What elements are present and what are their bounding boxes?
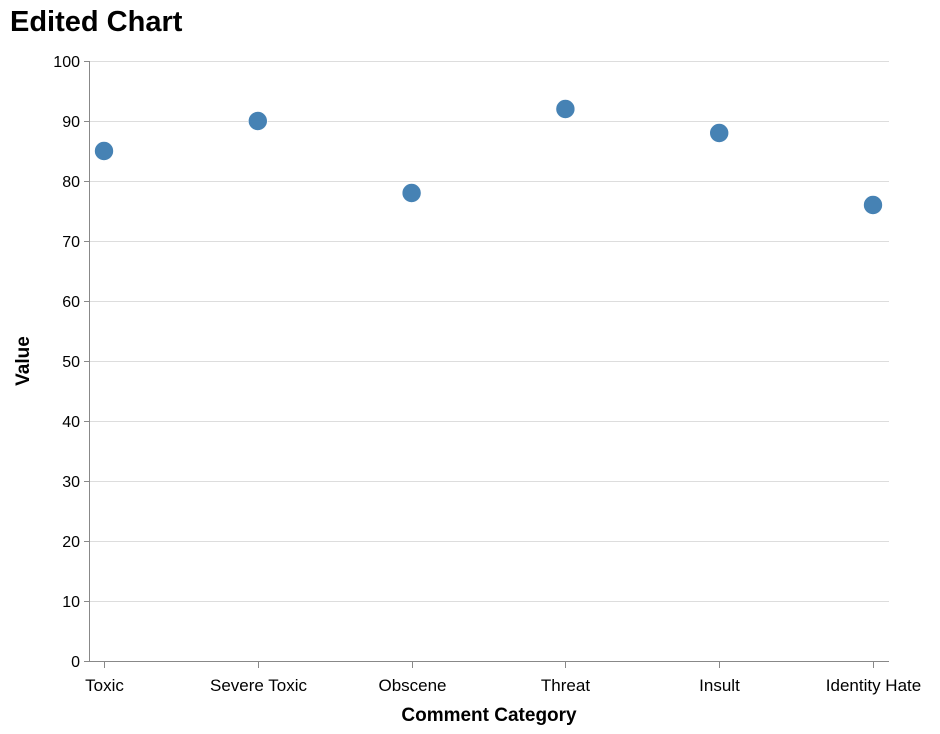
y-tick-label-60: 60	[62, 294, 80, 311]
y-tick-label-10: 10	[62, 594, 80, 611]
y-tick-label-70: 70	[62, 234, 80, 251]
data-point-insult	[709, 123, 730, 143]
data-point-obscene	[401, 183, 422, 203]
x-tick-label-insult: Insult	[699, 676, 740, 695]
y-tick-label-80: 80	[62, 174, 80, 191]
chart-title: Edited Chart	[10, 6, 183, 38]
y-tick-label-0: 0	[71, 654, 80, 671]
data-point-identity-hate	[863, 195, 883, 215]
x-tick-label-obscene: Obscene	[378, 676, 446, 695]
data-point-threat	[555, 99, 576, 119]
y-tick-label-100: 100	[53, 54, 80, 71]
axes	[89, 61, 889, 662]
x-axis-title: Comment Category	[401, 705, 577, 726]
x-tick-label-toxic: Toxic	[85, 676, 124, 695]
data-point-severe-toxic	[247, 111, 268, 131]
x-tick-label-identity-hate: Identity Hate	[826, 676, 921, 695]
data-point-toxic	[94, 141, 114, 161]
y-tick-label-90: 90	[62, 114, 80, 131]
x-tick-label-threat: Threat	[541, 676, 590, 695]
y-tick-label-30: 30	[62, 474, 80, 491]
data-points	[94, 99, 883, 215]
gridlines	[89, 61, 889, 662]
y-tick-label-40: 40	[62, 414, 80, 431]
y-axis-ticks: 0 10 20 30 40 50 60 70 80 90 100	[53, 54, 89, 671]
x-axis-ticks: Toxic Severe Toxic Obscene Threat Insult Iden…	[85, 661, 921, 695]
y-tick-label-20: 20	[62, 534, 80, 551]
y-axis-title: Value	[13, 336, 34, 386]
x-tick-label-severe-toxic: Severe Toxic	[210, 676, 308, 695]
y-tick-label-50: 50	[62, 354, 80, 371]
